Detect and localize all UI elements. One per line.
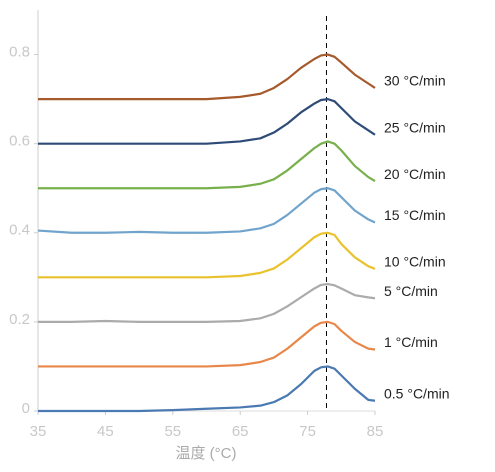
series-line [38, 140, 376, 190]
legend-label: 0.5 °C/min [384, 385, 450, 401]
series-line [38, 98, 376, 145]
series-line [37, 187, 376, 234]
y-tick-label: 0 [22, 400, 30, 417]
x-tick-label: 45 [97, 423, 114, 440]
series-line [38, 365, 376, 413]
x-tick-label: 55 [164, 423, 181, 440]
series-line [38, 53, 376, 101]
x-axis-label: 温度 (°C) [176, 445, 237, 462]
legend-label: 5 °C/min [384, 283, 438, 299]
legend-label: 25 °C/min [384, 119, 446, 135]
series-line [38, 231, 376, 279]
legend-label: 30 °C/min [384, 73, 446, 89]
x-tick-label: 65 [232, 423, 249, 440]
legend-label: 15 °C/min [384, 207, 446, 223]
x-tick-label: 75 [299, 423, 316, 440]
y-tick-label: 0.8 [9, 44, 30, 61]
y-tick-label: 0.2 [9, 311, 30, 328]
legend-label: 1 °C/min [384, 334, 438, 350]
series-line [38, 282, 376, 323]
legend-label: 10 °C/min [384, 254, 446, 270]
x-tick-label: 35 [30, 423, 47, 440]
x-tick-label: 85 [367, 423, 384, 440]
y-tick-label: 0.4 [9, 222, 30, 239]
y-tick-label: 0.6 [9, 133, 30, 150]
legend-label: 20 °C/min [384, 166, 446, 182]
series-line [38, 320, 376, 368]
